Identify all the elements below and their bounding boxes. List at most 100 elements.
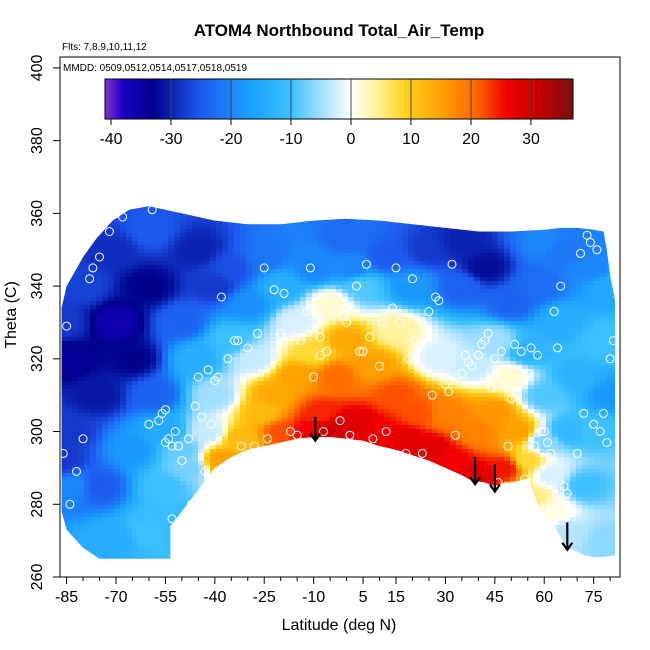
heatmap-cell: [210, 305, 217, 310]
heatmap-cell: [420, 229, 427, 234]
heatmap-cell: [576, 206, 583, 210]
heatmap-cell: [600, 353, 607, 358]
heatmap-cell: [210, 397, 217, 402]
heatmap-cell: [558, 301, 565, 306]
heatmap-cell: [528, 201, 534, 205]
heatmap-cell: [420, 389, 427, 394]
heatmap-cell: [282, 313, 289, 318]
heatmap-cell: [168, 293, 175, 298]
heatmap-cell: [102, 281, 109, 286]
heatmap-cell: [354, 206, 361, 210]
heatmap-cell: [282, 345, 289, 350]
heatmap-cell: [144, 305, 151, 310]
heatmap-cell: [384, 225, 391, 230]
heatmap-cell: [498, 237, 505, 242]
heatmap-cell: [516, 337, 523, 342]
heatmap-cell: [144, 289, 151, 294]
heatmap-cell: [228, 357, 235, 362]
heatmap-cell: [282, 197, 288, 201]
heatmap-cell: [504, 377, 511, 382]
heatmap-cell: [72, 397, 79, 402]
heatmap-cell: [216, 337, 223, 342]
heatmap-cell: [450, 313, 457, 318]
heatmap-cell: [264, 297, 271, 302]
heatmap-cell: [330, 329, 337, 334]
heatmap-cell: [96, 245, 103, 250]
heatmap-cell: [612, 365, 616, 370]
heatmap-cell: [456, 217, 463, 222]
heatmap-cell: [366, 281, 373, 286]
heatmap-cell: [510, 389, 517, 394]
heatmap-cell: [96, 329, 103, 334]
heatmap-cell: [312, 253, 319, 258]
heatmap-cell: [540, 206, 547, 210]
heatmap-cell: [444, 301, 451, 306]
heatmap-cell: [330, 273, 337, 278]
heatmap-cell: [594, 297, 601, 302]
heatmap-cell: [288, 197, 294, 201]
heatmap-cell: [258, 289, 265, 294]
heatmap-cell: [270, 377, 277, 382]
heatmap-cell: [414, 397, 421, 402]
heatmap-cell: [588, 341, 595, 346]
heatmap-cell: [402, 206, 409, 210]
heatmap-cell: [606, 401, 613, 406]
heatmap-cell: [366, 333, 373, 338]
heatmap-cell: [318, 249, 325, 254]
heatmap-cell: [276, 241, 283, 246]
heatmap-cell: [540, 333, 547, 338]
heatmap-cell: [192, 293, 199, 298]
heatmap-cell: [228, 393, 235, 398]
heatmap-cell: [90, 373, 97, 378]
heatmap-cell: [276, 206, 283, 210]
heatmap-cell: [552, 289, 559, 294]
heatmap-cell: [390, 197, 396, 201]
heatmap-cell: [444, 269, 451, 274]
heatmap-cell: [396, 361, 403, 366]
heatmap-cell: [330, 289, 337, 294]
heatmap-cell: [342, 221, 349, 226]
heatmap-cell: [414, 245, 421, 250]
heatmap-cell: [480, 397, 487, 402]
heatmap-cell: [264, 253, 271, 258]
heatmap-cell: [612, 221, 616, 226]
heatmap-cell: [462, 206, 469, 210]
heatmap-cell: [420, 369, 427, 374]
heatmap-cell: [258, 225, 265, 230]
heatmap-cell: [258, 309, 265, 314]
heatmap-cell: [528, 365, 535, 370]
heatmap-cell: [216, 305, 223, 310]
heatmap-cell: [360, 361, 367, 366]
heatmap-cell: [90, 377, 97, 382]
heatmap-cell: [498, 333, 505, 338]
heatmap-cell: [468, 401, 475, 406]
heatmap-cell: [318, 341, 325, 346]
heatmap-cell: [198, 385, 205, 390]
heatmap-cell: [312, 313, 319, 318]
heatmap-cell: [612, 201, 618, 205]
heatmap-cell: [312, 197, 318, 201]
heatmap-cell: [120, 365, 127, 370]
heatmap-cell: [294, 325, 301, 330]
heatmap-cell: [258, 337, 265, 342]
heatmap-cell: [288, 373, 295, 378]
heatmap-cell: [516, 257, 523, 262]
heatmap-cell: [408, 281, 415, 286]
heatmap-cell: [360, 297, 367, 302]
heatmap-cell: [294, 361, 301, 366]
heatmap-cell: [162, 405, 169, 410]
heatmap-cell: [246, 261, 253, 266]
heatmap-cell: [318, 229, 325, 234]
heatmap-cell: [498, 229, 505, 234]
heatmap-cell: [84, 245, 91, 250]
heatmap-cell: [384, 209, 391, 214]
heatmap-cell: [426, 197, 432, 201]
heatmap-cell: [156, 377, 163, 382]
heatmap-cell: [420, 337, 427, 342]
heatmap-cell: [120, 281, 127, 286]
heatmap-cell: [480, 197, 486, 201]
heatmap-cell: [150, 353, 157, 358]
heatmap-cell: [426, 249, 433, 254]
heatmap-cell: [156, 385, 163, 390]
heatmap-cell: [474, 377, 481, 382]
